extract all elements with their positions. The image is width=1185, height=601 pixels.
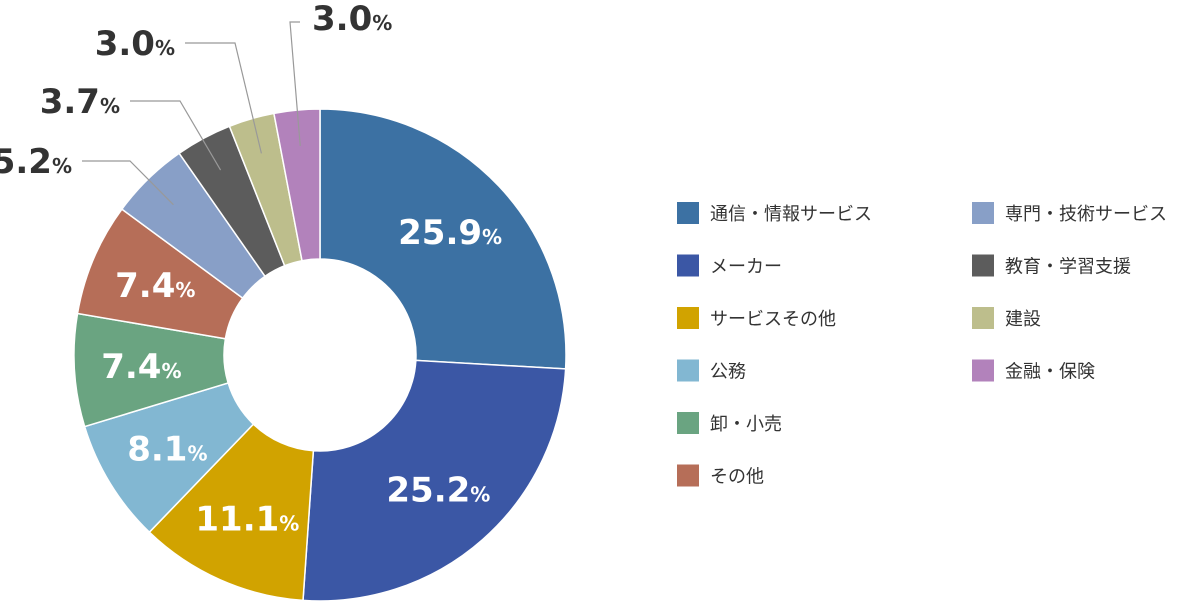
legend-swatch (677, 254, 699, 277)
leader-line (185, 42, 262, 154)
legend-swatch (972, 307, 994, 329)
legend-item: 教育・学習支援 (972, 254, 1131, 278)
legend-label: 建設 (1005, 309, 1041, 330)
legend-item: 金融・保険 (972, 359, 1095, 383)
leader-line (289, 21, 301, 146)
legend-label: 専門・技術サービス (1005, 204, 1167, 225)
legend-swatch (677, 307, 699, 329)
legend-item: 建設 (972, 307, 1041, 330)
legend-item: 専門・技術サービス (972, 202, 1167, 225)
leader-line (82, 160, 174, 206)
legend-swatch (972, 254, 994, 277)
legend-swatch (677, 412, 699, 434)
slice-value-label: 8.1% (127, 430, 207, 470)
slice-value-label: 25.2% (386, 470, 490, 510)
legend-label: その他 (710, 467, 764, 488)
legend-label: メーカー (710, 257, 782, 278)
legend-label: 公務 (710, 362, 746, 383)
slice-1 (302, 359, 567, 601)
legend-swatch (972, 359, 994, 382)
slice-0 (319, 108, 567, 370)
legend-label: 金融・保険 (1005, 362, 1095, 383)
slice-value-label: 3.0% (312, 0, 392, 39)
legend-swatch (677, 359, 699, 382)
legend-label: 教育・学習支援 (1005, 257, 1131, 278)
slice-value-label: 25.9% (398, 213, 502, 253)
slice-labels-layer: 25.9% 25.2% 11.1% 8.1% 7.4% 7.4% 5.2% 3.7% 3.0% 3… (0, 0, 502, 540)
legend-item: その他 (677, 464, 764, 488)
slice-2 (148, 423, 315, 601)
slice-value-label: 3.7% (40, 82, 120, 122)
legend-item: メーカー (677, 254, 782, 278)
leader-lines-layer (82, 21, 301, 206)
legend-item: 通信・情報サービス (677, 202, 872, 225)
leader-line (130, 100, 222, 171)
slice-value-label: 7.4% (115, 266, 195, 306)
legend-label: 卸・小売 (710, 414, 782, 435)
slice-value-label: 11.1% (195, 500, 299, 540)
slice-9 (273, 108, 321, 262)
slice-value-label: 7.4% (101, 347, 181, 387)
legend-swatch (972, 202, 994, 224)
slice-value-label: 5.2% (0, 142, 72, 182)
legend-item: サービスその他 (677, 307, 836, 330)
legend-label: 通信・情報サービス (710, 204, 872, 225)
legend-item: 卸・小売 (677, 412, 782, 435)
legend-label: サービスその他 (710, 309, 836, 330)
legend-swatch (677, 202, 699, 224)
legend-item: 公務 (677, 359, 746, 383)
legend-swatch (677, 464, 699, 487)
slice-value-label: 3.0% (95, 24, 175, 64)
